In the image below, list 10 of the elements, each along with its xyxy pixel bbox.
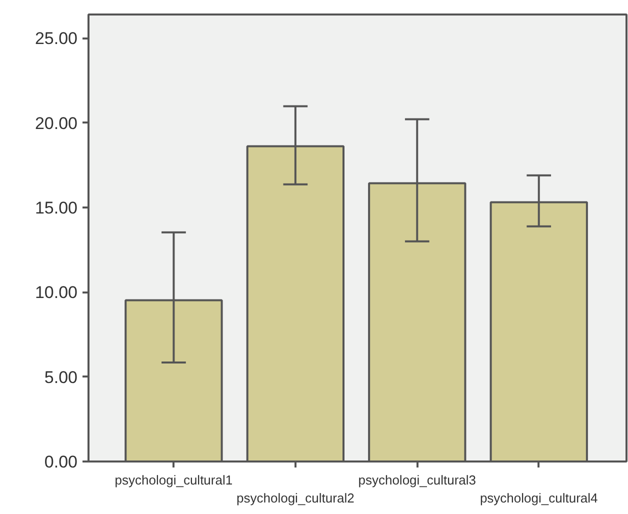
y-tick-label: 5.00: [44, 368, 78, 387]
x-tick-label: psychologi_cultural2: [236, 490, 354, 506]
x-tick-label: psychologi_cultural3: [358, 472, 476, 488]
x-tick-label: psychologi_cultural1: [114, 472, 233, 488]
y-tick-label: 10.00: [34, 283, 78, 302]
y-tick-label: 15.00: [34, 198, 78, 218]
x-tick-label: psychologi_cultural4: [480, 490, 598, 506]
y-tick-label: 0.00: [44, 452, 78, 472]
y-tick-label: 25.00: [34, 29, 78, 48]
y-tick-label: 20.00: [34, 114, 78, 133]
